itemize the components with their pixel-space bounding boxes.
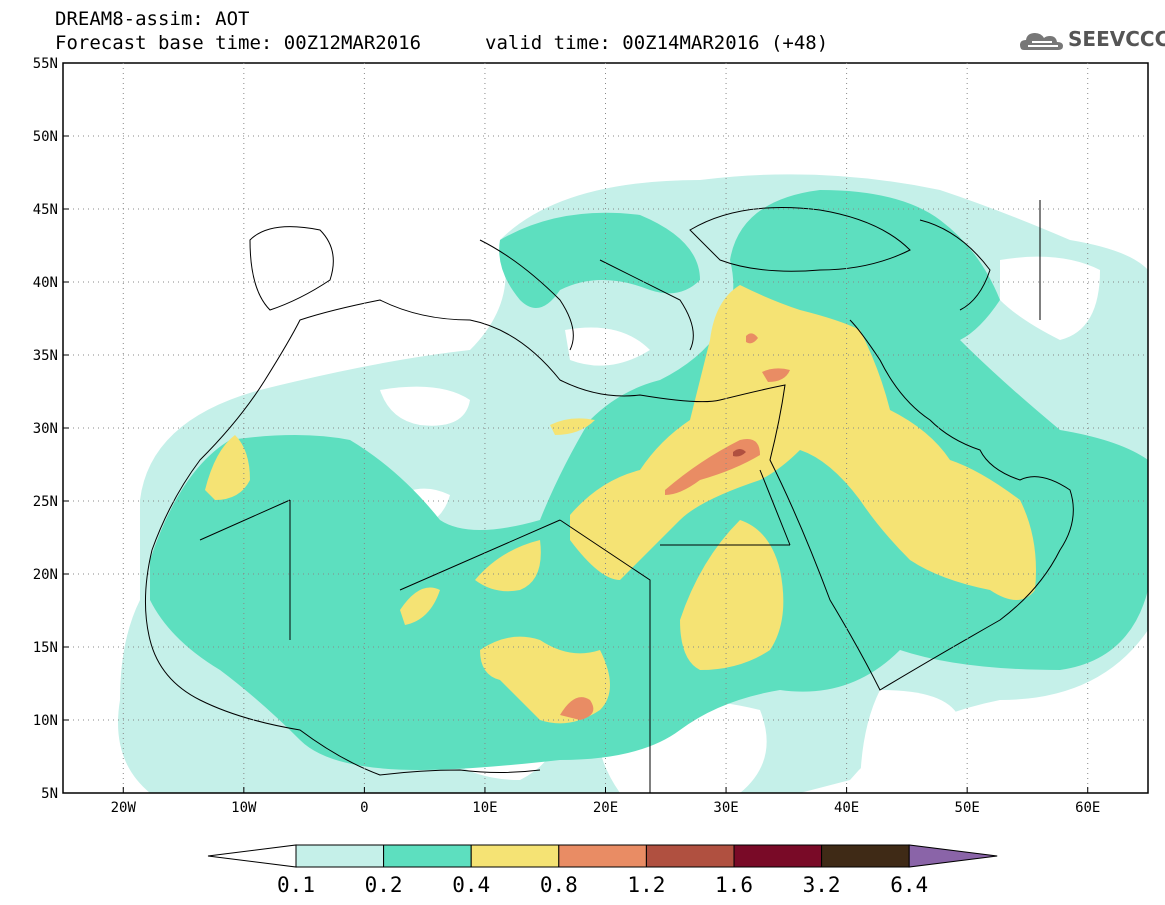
colorbar-label: 3.2 [803, 873, 841, 897]
lon-tick-label: 50E [955, 800, 980, 816]
lat-tick-label: 20N [33, 567, 58, 583]
colorbar-low-arrow [207, 844, 297, 868]
colorbar-label: 6.4 [890, 873, 928, 897]
lat-lon-grid [63, 63, 1148, 793]
lon-tick-label: 0 [360, 800, 368, 816]
lat-tick-label: 15N [33, 640, 58, 656]
colorbar: 0.1 0.2 0.4 0.8 1.2 1.6 3.2 6.4 [207, 844, 998, 897]
lat-tick-label: 25N [33, 494, 58, 510]
colorbar-label: 0.1 [277, 873, 315, 897]
colorbar-high-arrow [908, 844, 998, 868]
colorbar-label: 1.6 [715, 873, 753, 897]
aot-band-1.2 [733, 449, 746, 457]
lat-tick-label: 30N [33, 421, 58, 437]
lat-tick-label: 40N [33, 275, 58, 291]
colorbar-label: 0.2 [365, 873, 403, 897]
colorbar-label: 1.2 [627, 873, 665, 897]
colorbar-label: 0.8 [540, 873, 578, 897]
logo-text: SEEVCCC [1068, 27, 1165, 51]
lon-tick-label: 60E [1075, 800, 1100, 816]
colorbar-segment [645, 844, 735, 868]
lat-tick-label: 35N [33, 348, 58, 364]
lat-tick-label: 50N [33, 129, 58, 145]
axis-ticks: 55N 50N 45N 40N 35N 30N 25N 20N 15N 10N 5N 20W 10W 0 1… [33, 56, 1101, 816]
lon-tick-label: 30E [713, 800, 738, 816]
valid-time: valid time: 00Z14MAR2016 (+48) [485, 32, 829, 54]
aot-fields [118, 174, 1148, 793]
lat-tick-label: 55N [33, 56, 58, 72]
colorbar-segment [733, 844, 823, 868]
colorbar-label: 0.4 [452, 873, 490, 897]
lon-tick-label: 10E [472, 800, 497, 816]
colorbar-segment [470, 844, 560, 868]
colorbar-segment [295, 844, 385, 868]
forecast-base-time: Forecast base time: 00Z12MAR2016 [55, 32, 422, 54]
colorbar-segment [383, 844, 472, 868]
map-title: DREAM8-assim: AOT [55, 8, 250, 30]
cloud-logo-icon [1020, 33, 1063, 50]
colorbar-segment [558, 844, 647, 868]
lat-tick-label: 5N [41, 786, 58, 802]
lon-tick-label: 10W [231, 800, 257, 816]
lon-tick-label: 20E [593, 800, 618, 816]
lon-tick-label: 40E [834, 800, 859, 816]
colorbar-segment [821, 844, 910, 868]
lat-tick-label: 45N [33, 202, 58, 218]
lon-tick-label: 20W [111, 800, 137, 816]
lat-tick-label: 10N [33, 713, 58, 729]
coastlines [145, 200, 1074, 793]
